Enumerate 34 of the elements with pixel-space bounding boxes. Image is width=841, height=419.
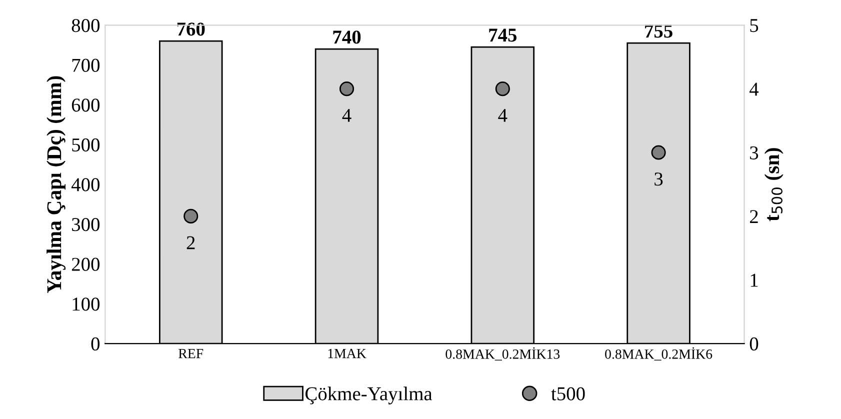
- y2-axis-title: t$_{500}$ (sn): [764, 148, 784, 222]
- point: [184, 208, 198, 224]
- x-tick-label: 0.8MAK_0.2MİK13: [446, 347, 560, 360]
- y-tick-label: 300: [72, 218, 100, 232]
- y2-tick-label: 0: [750, 337, 758, 351]
- y-axis-title: Yayılma Çapı (Dç) (mm): [46, 76, 66, 294]
- y-tick-label: 200: [72, 258, 100, 271]
- x-tick-label: 0.8MAK_0.2MİK6: [605, 347, 712, 360]
- y2-tick-label: 2: [750, 210, 758, 223]
- data-label: 745: [489, 28, 517, 42]
- data-label: 4: [342, 108, 352, 122]
- legend-label: Çökme-Yayılma: [306, 386, 432, 404]
- y-tick-label: 600: [72, 98, 100, 112]
- y2-tick-label: 4: [750, 82, 759, 96]
- y2-tick-label: 5: [750, 19, 758, 32]
- x-tick-label: REF: [178, 348, 204, 358]
- y-tick-label: 0: [91, 337, 100, 351]
- y-tick-label: 800: [72, 18, 100, 32]
- y-tick-label: 400: [71, 178, 100, 192]
- y-tick-label: 700: [72, 58, 100, 72]
- point: [339, 82, 354, 96]
- y-tick-label: 100: [72, 298, 100, 311]
- data-label: 2: [186, 236, 195, 250]
- point: [495, 82, 510, 96]
- y2-tick-label: 3: [750, 146, 758, 160]
- data-label: 3: [654, 172, 663, 186]
- data-label: 760: [177, 22, 205, 36]
- y2-tick-label: 1: [750, 274, 758, 287]
- point: [651, 145, 666, 160]
- x-tick-label: 1MAK: [328, 348, 366, 358]
- data-label: 740: [333, 30, 361, 44]
- data-label: 4: [498, 108, 508, 122]
- legend-label: t500: [551, 387, 585, 400]
- y-tick-label: 500: [72, 138, 100, 152]
